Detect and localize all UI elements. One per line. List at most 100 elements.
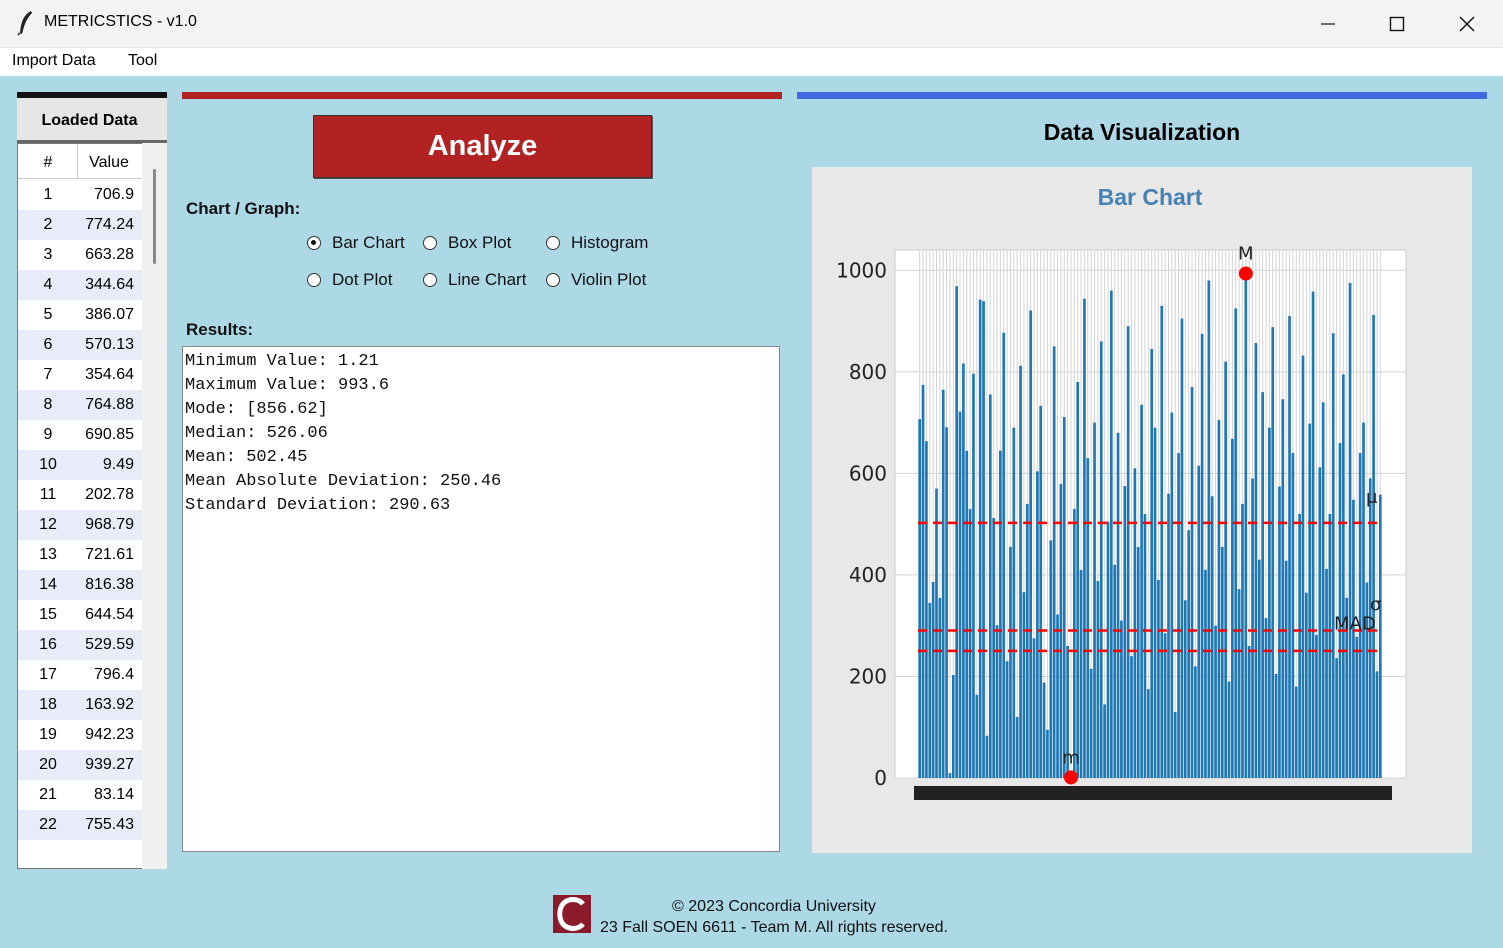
bar <box>1358 453 1362 778</box>
table-row[interactable]: 20 939.27 <box>18 750 142 780</box>
analyze-button[interactable]: Analyze <box>313 115 652 178</box>
bar <box>951 675 955 778</box>
bar <box>1237 589 1241 778</box>
bar <box>1099 341 1103 778</box>
row-value: 721.61 <box>85 546 134 563</box>
table-row[interactable]: 9 690.85 <box>18 420 142 450</box>
table-row[interactable]: 10 9.49 <box>18 450 142 480</box>
bar <box>1294 686 1298 778</box>
radio-label: Violin Plot <box>571 270 647 289</box>
controls-accent-bar <box>182 92 782 99</box>
row-value: 796.4 <box>93 666 134 683</box>
column-header-value[interactable]: Value <box>89 154 129 171</box>
bar <box>1257 559 1261 778</box>
extreme-value-label: m <box>1062 747 1080 768</box>
table-row[interactable]: 12 968.79 <box>18 510 142 540</box>
table-row[interactable]: 6 570.13 <box>18 330 142 360</box>
row-value: 706.9 <box>93 186 134 203</box>
bar <box>1136 547 1140 778</box>
extreme-value-marker <box>1063 770 1078 785</box>
table-row[interactable]: 11 202.78 <box>18 480 142 510</box>
maximize-button[interactable] <box>1362 0 1432 47</box>
row-index: 20 <box>39 756 57 773</box>
table-row[interactable]: 15 644.54 <box>18 600 142 630</box>
menu-tool[interactable]: Tool <box>128 52 158 69</box>
bar <box>1318 467 1322 778</box>
bar <box>1268 427 1271 778</box>
bar <box>1056 614 1059 778</box>
table-row[interactable]: 1 706.9 <box>18 180 142 210</box>
table-body: 1 706.9 2 774.24 3 663.28 4 344.64 5 386.07 6 570.1… <box>18 180 142 840</box>
y-tick-label: 200 <box>849 664 887 688</box>
bar <box>1170 412 1174 778</box>
radio-indicator <box>307 236 321 250</box>
radio-box-plot[interactable]: Box Plot <box>423 233 511 253</box>
chart-graph-label: Chart / Graph: <box>186 199 301 218</box>
bar <box>1224 361 1227 778</box>
radio-bar-chart[interactable]: Bar Chart <box>307 233 405 253</box>
row-index: 6 <box>43 336 53 353</box>
radio-line-chart[interactable]: Line Chart <box>423 270 526 290</box>
bar <box>1123 486 1127 778</box>
row-value: 764.88 <box>85 396 134 413</box>
row-index: 13 <box>39 546 57 563</box>
table-row[interactable]: 4 344.64 <box>18 270 142 300</box>
bar <box>1315 634 1318 778</box>
bar <box>1120 620 1123 778</box>
column-header-index[interactable]: # <box>43 154 53 171</box>
extreme-value-label: M <box>1238 244 1254 265</box>
bar <box>1311 291 1315 778</box>
row-index: 4 <box>43 276 53 293</box>
bar <box>948 773 952 778</box>
bar <box>1005 661 1009 778</box>
table-row[interactable]: 17 796.4 <box>18 660 142 690</box>
bar <box>928 603 932 778</box>
table-scrollbar[interactable] <box>142 143 167 869</box>
bar <box>1167 493 1170 778</box>
loaded-data-table[interactable]: # Value 1 706.9 2 774.24 3 663.28 4 344.64 5 386.… <box>17 143 143 869</box>
bar <box>1012 427 1016 778</box>
table-row[interactable]: 3 663.28 <box>18 240 142 270</box>
row-index: 22 <box>39 816 57 833</box>
table-row[interactable]: 18 163.92 <box>18 690 142 720</box>
bar <box>1093 422 1096 778</box>
table-row[interactable]: 8 764.88 <box>18 390 142 420</box>
result-line: Mean: 502.45 <box>185 448 308 467</box>
table-row[interactable]: 7 354.64 <box>18 360 142 390</box>
table-row[interactable]: 14 816.38 <box>18 570 142 600</box>
results-textbox[interactable]: Minimum Value: 1.21 Maximum Value: 993.6 M… <box>182 346 780 852</box>
bar <box>1197 465 1201 778</box>
bar <box>1032 638 1036 778</box>
bar <box>1157 580 1160 778</box>
radio-histogram[interactable]: Histogram <box>546 233 648 253</box>
radio-dot-plot[interactable]: Dot Plot <box>307 270 392 290</box>
radio-label: Histogram <box>571 233 649 252</box>
close-button[interactable] <box>1432 0 1502 47</box>
bar <box>1015 717 1019 778</box>
result-line: Maximum Value: 993.6 <box>185 376 390 395</box>
table-row[interactable]: 16 529.59 <box>18 630 142 660</box>
bar <box>1086 458 1090 778</box>
bar <box>941 389 945 778</box>
bar <box>1261 392 1264 778</box>
bar <box>999 450 1002 778</box>
table-row[interactable]: 19 942.23 <box>18 720 142 750</box>
radio-indicator <box>546 236 560 250</box>
table-row[interactable]: 13 721.61 <box>18 540 142 570</box>
bar <box>1378 494 1382 778</box>
bar <box>1301 355 1305 778</box>
bar <box>972 373 975 778</box>
table-row[interactable]: 5 386.07 <box>18 300 142 330</box>
bar <box>982 301 985 778</box>
bar <box>1083 298 1086 778</box>
table-row[interactable]: 2 774.24 <box>18 210 142 240</box>
menu-import-data[interactable]: Import Data <box>12 52 96 69</box>
minimize-button[interactable] <box>1293 0 1363 47</box>
result-line: Mean Absolute Deviation: 250.46 <box>185 472 502 491</box>
bar <box>1187 530 1191 778</box>
scrollbar-thumb[interactable] <box>153 169 156 264</box>
table-row[interactable]: 21 83.14 <box>18 780 142 810</box>
table-row[interactable]: 22 755.43 <box>18 810 142 840</box>
radio-violin-plot[interactable]: Violin Plot <box>546 270 646 290</box>
